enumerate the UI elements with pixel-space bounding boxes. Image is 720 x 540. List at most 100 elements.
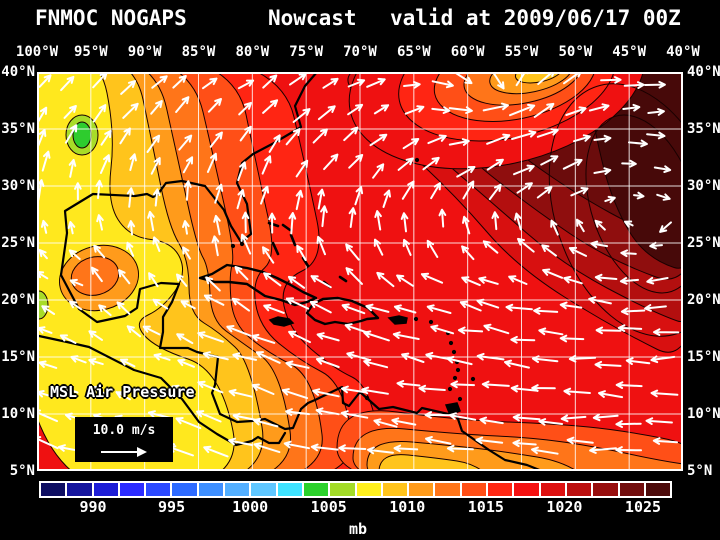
wind-arrow [315,357,340,368]
wind-arrow [620,249,637,258]
wind-arrow [295,189,304,211]
wind-arrow [431,80,454,89]
wind-arrow [316,235,326,256]
island [289,233,297,247]
wind-arrow [542,268,564,279]
wind-arrow [448,138,470,146]
wind-arrow [540,155,559,166]
wind-arrow [650,389,679,398]
wind-arrow [404,105,425,115]
wind-arrow [354,186,364,206]
wind-arrow [479,416,504,425]
wind-arrow [644,304,667,312]
product-title: Nowcast [268,6,357,30]
wind-arrow [146,134,161,153]
wind-arrow [393,304,417,314]
wind-arrow [475,436,504,445]
wind-arrow [438,208,447,228]
island [444,402,461,416]
wind-arrow [363,330,390,342]
wind-arrow [226,325,252,337]
wind-arrow [393,444,419,453]
colorbar-cell [459,483,487,496]
wind-arrow [652,437,678,445]
island-dot [230,243,236,249]
wind-arrow [461,276,481,287]
wind-arrow [228,437,254,447]
wind-arrow [126,241,135,257]
wind-arrow [263,272,282,287]
island-dot [470,376,476,382]
lon-label: 55°W [504,44,539,60]
wind-arrow [361,386,389,395]
lat-label-left: 10°N [1,406,35,422]
valid-time: valid at 2009/06/17 00Z [390,6,681,30]
wind-arrow [538,418,564,426]
wind-arrow [615,381,643,389]
colorbar-cell [170,483,197,496]
lat-label-right: 40°N [687,64,720,80]
lat-label-left: 15°N [1,349,35,365]
wind-arrow [563,387,591,396]
lat-label-left: 40°N [1,64,35,80]
colorbar-cell [486,483,513,496]
wind-arrow [175,96,190,113]
wind-arrow [598,390,624,399]
wind-arrow [400,212,409,233]
wind-arrow [531,355,559,363]
wind-arrow [148,272,159,288]
lat-label-right: 20°N [687,292,720,308]
wind-arrow [396,380,421,388]
wind-arrow [315,407,340,416]
wind-arrow [476,298,500,309]
wind-arrow [369,133,388,147]
lon-label: 45°W [612,44,647,60]
lon-label: 50°W [558,44,593,60]
wind-arrow [251,333,276,344]
wind-arrow [175,417,202,430]
colorbar-tick: 1015 [467,498,504,516]
wind-arrow [391,417,417,426]
wind-arrow [476,352,505,361]
wind-arrow [446,444,474,453]
lat-label-left: 30°N [1,178,35,194]
wind-arrow [150,100,163,115]
wind-arrow [512,413,541,422]
wind-arrow [292,108,311,123]
wind-arrow [64,124,78,144]
colorbar-cell [538,483,565,496]
wind-arrow [513,164,535,176]
wind-arrow [373,418,398,428]
wind-arrow [211,235,220,257]
wind-arrow [95,179,103,200]
wind-arrow [176,333,194,345]
wind-arrow [619,277,639,285]
island [281,223,292,232]
wind-arrow [234,266,249,281]
wind-arrow [590,240,609,249]
wind-arrow [255,351,281,364]
wind-arrow [120,358,136,368]
lat-label-left: 25°N [1,235,35,251]
wind-arrow [62,385,79,394]
wind-arrow [68,158,77,178]
wind-arrow [576,218,585,233]
wind-arrow [37,128,47,147]
field-label: MSL Air Pressure [50,383,195,401]
island-dot [451,349,457,355]
wind-arrow [621,159,637,168]
wind-arrow [508,275,528,285]
wind-arrow [100,129,112,146]
wind-arrow [531,384,556,392]
lat-label-left: 35°N [1,121,35,137]
wind-arrow [99,154,111,174]
wind-arrow [182,246,191,260]
wind-arrow [486,158,504,171]
wind-arrow [176,273,188,287]
colorbar-unit: mb [348,520,368,538]
wind-arrow [645,417,673,425]
wind-arrow [310,275,332,289]
wind-arrow [142,325,161,336]
wind-arrow [69,278,84,287]
